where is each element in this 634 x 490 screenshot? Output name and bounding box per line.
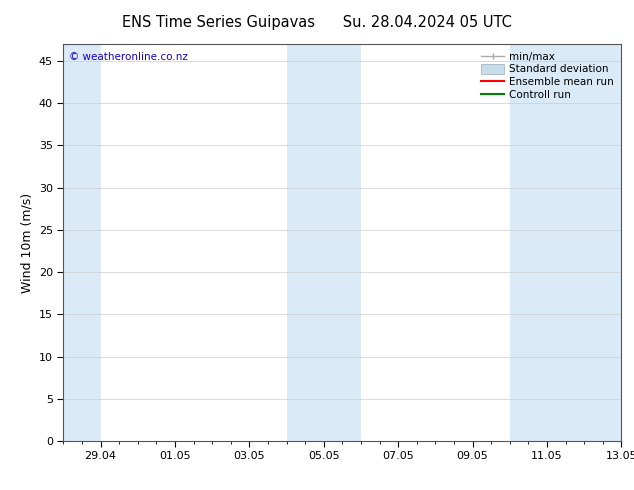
Bar xyxy=(63,44,101,441)
Legend: min/max, Standard deviation, Ensemble mean run, Controll run: min/max, Standard deviation, Ensemble me… xyxy=(479,49,616,102)
Bar xyxy=(287,44,361,441)
Text: © weatheronline.co.nz: © weatheronline.co.nz xyxy=(69,52,188,62)
Text: ENS Time Series Guipavas      Su. 28.04.2024 05 UTC: ENS Time Series Guipavas Su. 28.04.2024 … xyxy=(122,15,512,30)
Bar xyxy=(510,44,621,441)
Y-axis label: Wind 10m (m/s): Wind 10m (m/s) xyxy=(20,193,34,293)
